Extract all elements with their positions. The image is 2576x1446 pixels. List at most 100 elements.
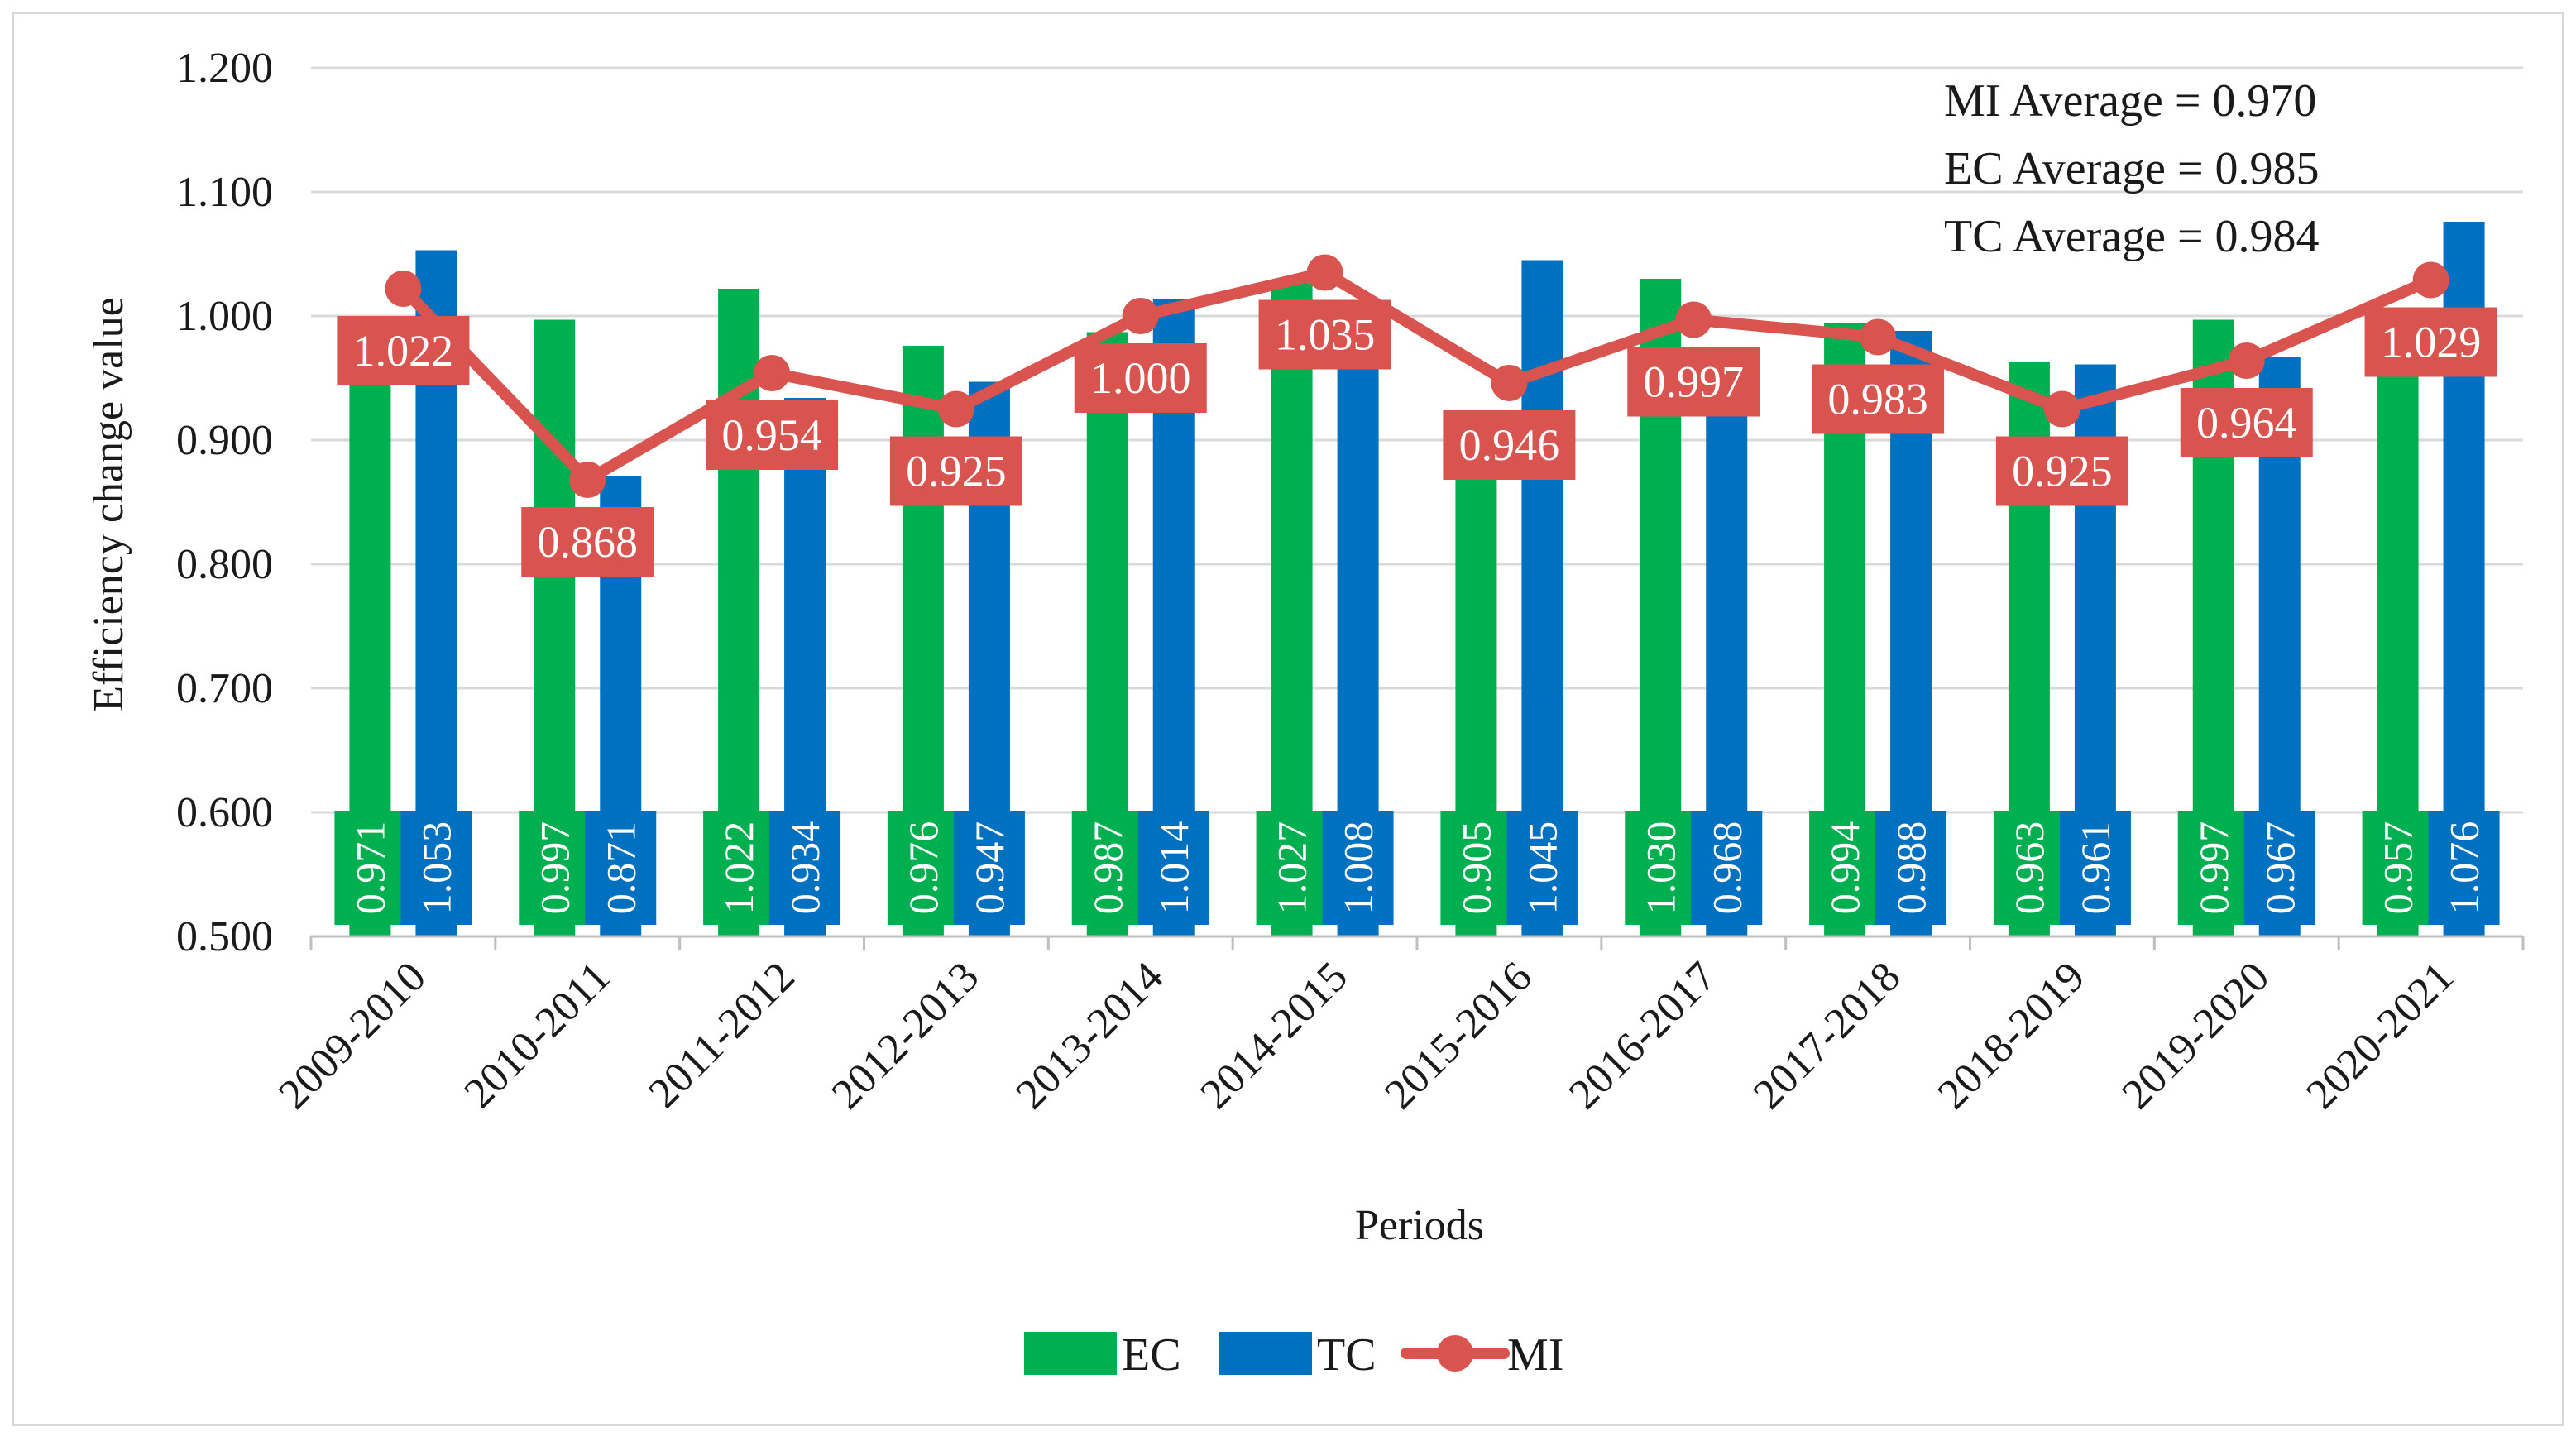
mi-label-box	[1258, 299, 1391, 370]
bar-label-ec: 0.905	[1453, 821, 1499, 915]
mi-data-label: 1.029	[2381, 318, 2482, 367]
bar-label-ec: 0.997	[2191, 821, 2237, 915]
x-tick-label: 2018-2019	[1929, 953, 2095, 1118]
bar-label-ec: 0.994	[1822, 821, 1868, 915]
annotation-mi-average: MI Average = 0.970	[1944, 75, 2316, 127]
y-tick-label: 0.800	[176, 541, 273, 588]
mi-label-box	[1074, 343, 1207, 413]
x-tick-label: 2012-2013	[823, 953, 989, 1118]
mi-data-label: 1.035	[1275, 310, 1376, 360]
x-tick-label: 2016-2017	[1560, 953, 1726, 1118]
x-tick-label: 2015-2016	[1376, 953, 1541, 1118]
legend-label-ec: EC	[1122, 1329, 1181, 1381]
legend-label-tc: TC	[1317, 1329, 1377, 1381]
legend-marker-mi	[1437, 1335, 1473, 1372]
mi-label-box	[889, 436, 1022, 506]
bar-label-box-tc	[585, 811, 657, 925]
legend-swatch-tc	[1219, 1332, 1312, 1375]
mi-point	[937, 390, 974, 428]
bar-label-box-ec	[1809, 811, 1881, 925]
bar-label-box-tc	[2243, 811, 2315, 925]
bar-label-box-ec	[1256, 811, 1328, 925]
mi-line-path	[397, 266, 2437, 486]
bar-label-box-ec	[334, 811, 406, 925]
mi-line-series	[385, 254, 2449, 498]
y-tick-label: 1.000	[176, 293, 273, 340]
x-axis-title: Periods	[1355, 1202, 1484, 1249]
x-tick-label: 2017-2018	[1745, 953, 1910, 1118]
mi-point	[1122, 298, 1159, 334]
x-tick-label: 2014-2015	[1191, 953, 1357, 1118]
mi-point	[1306, 254, 1343, 291]
bar-label-box-tc	[2428, 811, 2500, 925]
mi-point	[2043, 390, 2080, 428]
mi-point	[1491, 365, 1528, 401]
y-axis-title: Efficiency change value	[85, 297, 132, 711]
bar-label-ec: 1.022	[716, 821, 762, 915]
bar-label-box-tc	[2059, 811, 2131, 925]
bar-label-ec: 1.030	[1637, 821, 1683, 915]
legend: EC TC MI	[1024, 1329, 1563, 1381]
legend-swatch-ec	[1024, 1332, 1117, 1375]
mi-point	[385, 271, 422, 307]
bar-label-box-ec	[519, 811, 591, 925]
mi-label-box	[337, 316, 470, 385]
y-tick-label: 0.500	[176, 913, 273, 960]
bar-label-tc: 0.934	[782, 821, 828, 915]
bar-label-tc: 1.053	[413, 821, 459, 915]
bar-label-ec: 1.027	[1269, 821, 1315, 915]
bar-label-ec: 0.963	[2006, 821, 2052, 915]
bar-label-box-tc	[1875, 811, 1947, 925]
bar-label-box-ec	[1071, 811, 1143, 925]
mi-label-box	[1627, 347, 1760, 417]
bar-label-ec: 0.987	[1085, 821, 1131, 915]
mi-point	[754, 355, 791, 391]
bar-label-tc: 0.968	[1703, 821, 1750, 915]
annotation-tc-average: TC Average = 0.984	[1944, 211, 2320, 262]
mi-data-label: 0.983	[1827, 375, 1928, 424]
mi-label-box	[521, 507, 654, 577]
bar-label-tc: 0.947	[966, 821, 1013, 915]
bar-label-tc: 0.988	[1888, 821, 1934, 915]
mi-data-label: 0.868	[538, 517, 639, 567]
mi-label-box	[1812, 364, 1945, 434]
mi-data-label: 0.964	[2196, 398, 2297, 448]
bar-label-box-tc	[400, 811, 472, 925]
bar-label-box-ec	[1625, 811, 1697, 925]
mi-point	[1860, 318, 1897, 356]
x-tick-label: 2011-2012	[639, 953, 803, 1117]
x-tick-label: 2020-2021	[2297, 953, 2463, 1118]
mi-data-label: 1.000	[1090, 353, 1191, 403]
mi-label-box	[706, 400, 839, 470]
mi-data-label: 0.925	[906, 447, 1007, 496]
x-axis-ticks: 2009-2010 2010-2011 2011-2012 2012-2013 2013…	[270, 936, 2525, 1118]
bar-label-box-ec	[2177, 811, 2249, 925]
y-axis-ticks: 0.500 0.600 0.700 0.800 0.900 1.000 1.100 1.200	[176, 45, 273, 960]
bar-label-tc: 1.008	[1335, 821, 1381, 915]
bar-label-box-ec	[887, 811, 959, 925]
x-tick-label: 2013-2014	[1008, 953, 1173, 1118]
bar-label-box-tc	[1506, 811, 1578, 925]
bar-label-box-ec	[2362, 811, 2434, 925]
bar-label-tc: 1.045	[1519, 821, 1565, 915]
bar-label-tc: 1.014	[1151, 821, 1197, 915]
mi-data-label: 0.997	[1644, 357, 1745, 407]
bar-label-ec: 0.976	[900, 821, 946, 915]
mi-data-label: 0.954	[721, 410, 822, 460]
y-tick-label: 1.200	[176, 45, 273, 92]
legend-label-mi: MI	[1507, 1329, 1563, 1381]
bar-label-box-tc	[1691, 811, 1763, 925]
annotation-ec-average: EC Average = 0.985	[1944, 143, 2320, 194]
bar-label-box-ec	[1440, 811, 1512, 925]
x-tick-label: 2009-2010	[270, 953, 435, 1118]
bar-label-box-tc	[953, 811, 1025, 925]
y-tick-label: 0.900	[176, 417, 273, 464]
bar-data-labels: 0.971 1.053 0.997 0.871 1.022 0.934 0.976 0.947…	[334, 811, 2500, 925]
gridlines	[311, 66, 2523, 814]
bar-label-box-tc	[1322, 811, 1394, 925]
average-annotations: MI Average = 0.970 EC Average = 0.985 TC…	[1944, 75, 2320, 262]
mi-label-box	[2364, 307, 2497, 377]
mi-label-box	[2180, 388, 2313, 457]
bar-label-tc: 1.076	[2441, 821, 2487, 915]
y-tick-label: 0.600	[176, 789, 273, 836]
